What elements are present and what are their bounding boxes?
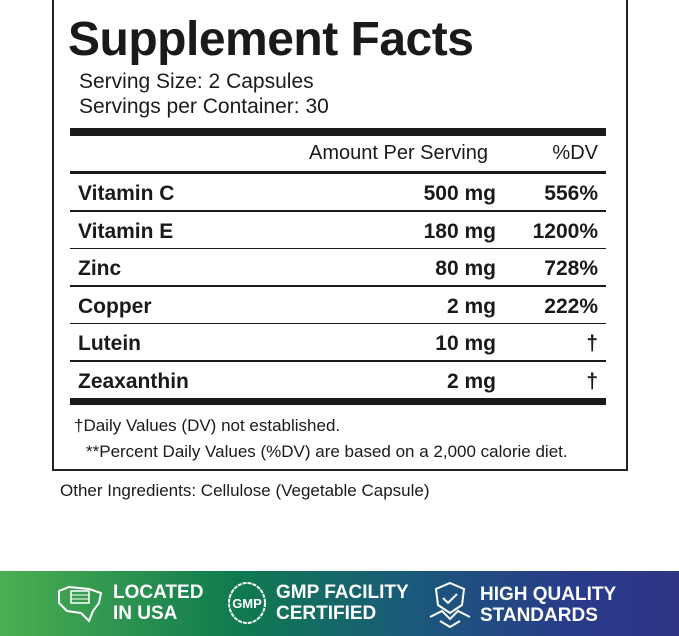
nutrient-row: Lutein 10 mg † xyxy=(70,324,606,361)
badge-gmp: GMP GMP FACILITY CERTIFIED xyxy=(226,581,409,625)
nutrient-name: Vitamin C xyxy=(78,182,175,205)
row-divider xyxy=(70,285,606,287)
badge-quality: HIGH QUALITY STANDARDS xyxy=(428,581,616,629)
nutrient-name: Copper xyxy=(78,294,152,318)
row-divider xyxy=(70,322,606,324)
badge-line2: STANDARDS xyxy=(480,605,598,626)
dv-header: %DV xyxy=(552,142,598,164)
trust-banner: LOCATED IN USA GMP GMP FACILITY CERTIFIED … xyxy=(0,571,679,636)
badge-line1: GMP FACILITY xyxy=(276,582,409,603)
amount-header: Amount Per Serving xyxy=(309,142,488,164)
badge-line1: HIGH QUALITY xyxy=(480,584,617,605)
nutrient-amount: 500 mg xyxy=(423,182,496,205)
usa-map-flag-icon xyxy=(58,585,103,623)
nutrient-name: Lutein xyxy=(78,332,141,355)
nutrient-name: Vitamin E xyxy=(78,219,174,243)
badge-usa: LOCATED IN USA xyxy=(55,581,203,625)
panel-title: Supplement Facts xyxy=(68,13,474,66)
nutrient-name: Zinc xyxy=(78,257,122,280)
footnote-percent: **Percent Daily Values (%DV) are based o… xyxy=(86,442,568,461)
nutrient-row: Zeaxanthin 2 mg † xyxy=(70,362,606,399)
nutrient-name: Zeaxanthin xyxy=(78,369,189,393)
nutrient-amount: 180 mg xyxy=(423,219,496,243)
serving-size: Serving Size: 2 Capsules xyxy=(79,70,314,93)
shield-handshake-icon xyxy=(429,581,471,629)
badge-line1: LOCATED xyxy=(113,582,204,603)
nutrient-amount: 2 mg xyxy=(446,369,496,393)
nutrient-dv: 556% xyxy=(544,182,598,205)
row-divider xyxy=(70,360,606,362)
nutrient-row: Vitamin E 180 mg 1200% xyxy=(70,212,606,249)
nutrient-dv: 728% xyxy=(544,257,598,280)
nutrient-amount: 10 mg xyxy=(435,332,496,355)
gmp-seal-icon: GMP xyxy=(228,582,266,624)
row-divider xyxy=(70,210,606,212)
nutrient-row: Vitamin C 500 mg 556% xyxy=(70,174,606,211)
nutrient-amount: 2 mg xyxy=(446,294,496,318)
nutrient-dv: † xyxy=(586,332,598,355)
servings-per-container: Servings per Container: 30 xyxy=(79,95,329,118)
badge-line2: IN USA xyxy=(113,603,178,624)
svg-text:GMP: GMP xyxy=(232,596,262,611)
nutrient-dv: 1200% xyxy=(532,219,598,243)
thick-divider xyxy=(70,128,606,136)
supplement-facts-panel: Supplement Facts Serving Size: 2 Capsule… xyxy=(52,0,628,471)
badge-line2: CERTIFIED xyxy=(276,603,377,624)
nutrient-dv: 222% xyxy=(544,294,598,318)
footnote-dv: †Daily Values (DV) not established. xyxy=(74,416,341,435)
other-ingredients: Other Ingredients: Cellulose (Vegetable … xyxy=(60,481,430,500)
nutrient-amount: 80 mg xyxy=(435,257,496,280)
nutrient-row: Zinc 80 mg 728% xyxy=(70,249,606,286)
nutrient-row: Copper 2 mg 222% xyxy=(70,287,606,324)
thick-divider xyxy=(70,398,606,405)
row-divider xyxy=(70,247,606,249)
divider xyxy=(70,171,606,174)
nutrient-dv: † xyxy=(586,369,598,393)
